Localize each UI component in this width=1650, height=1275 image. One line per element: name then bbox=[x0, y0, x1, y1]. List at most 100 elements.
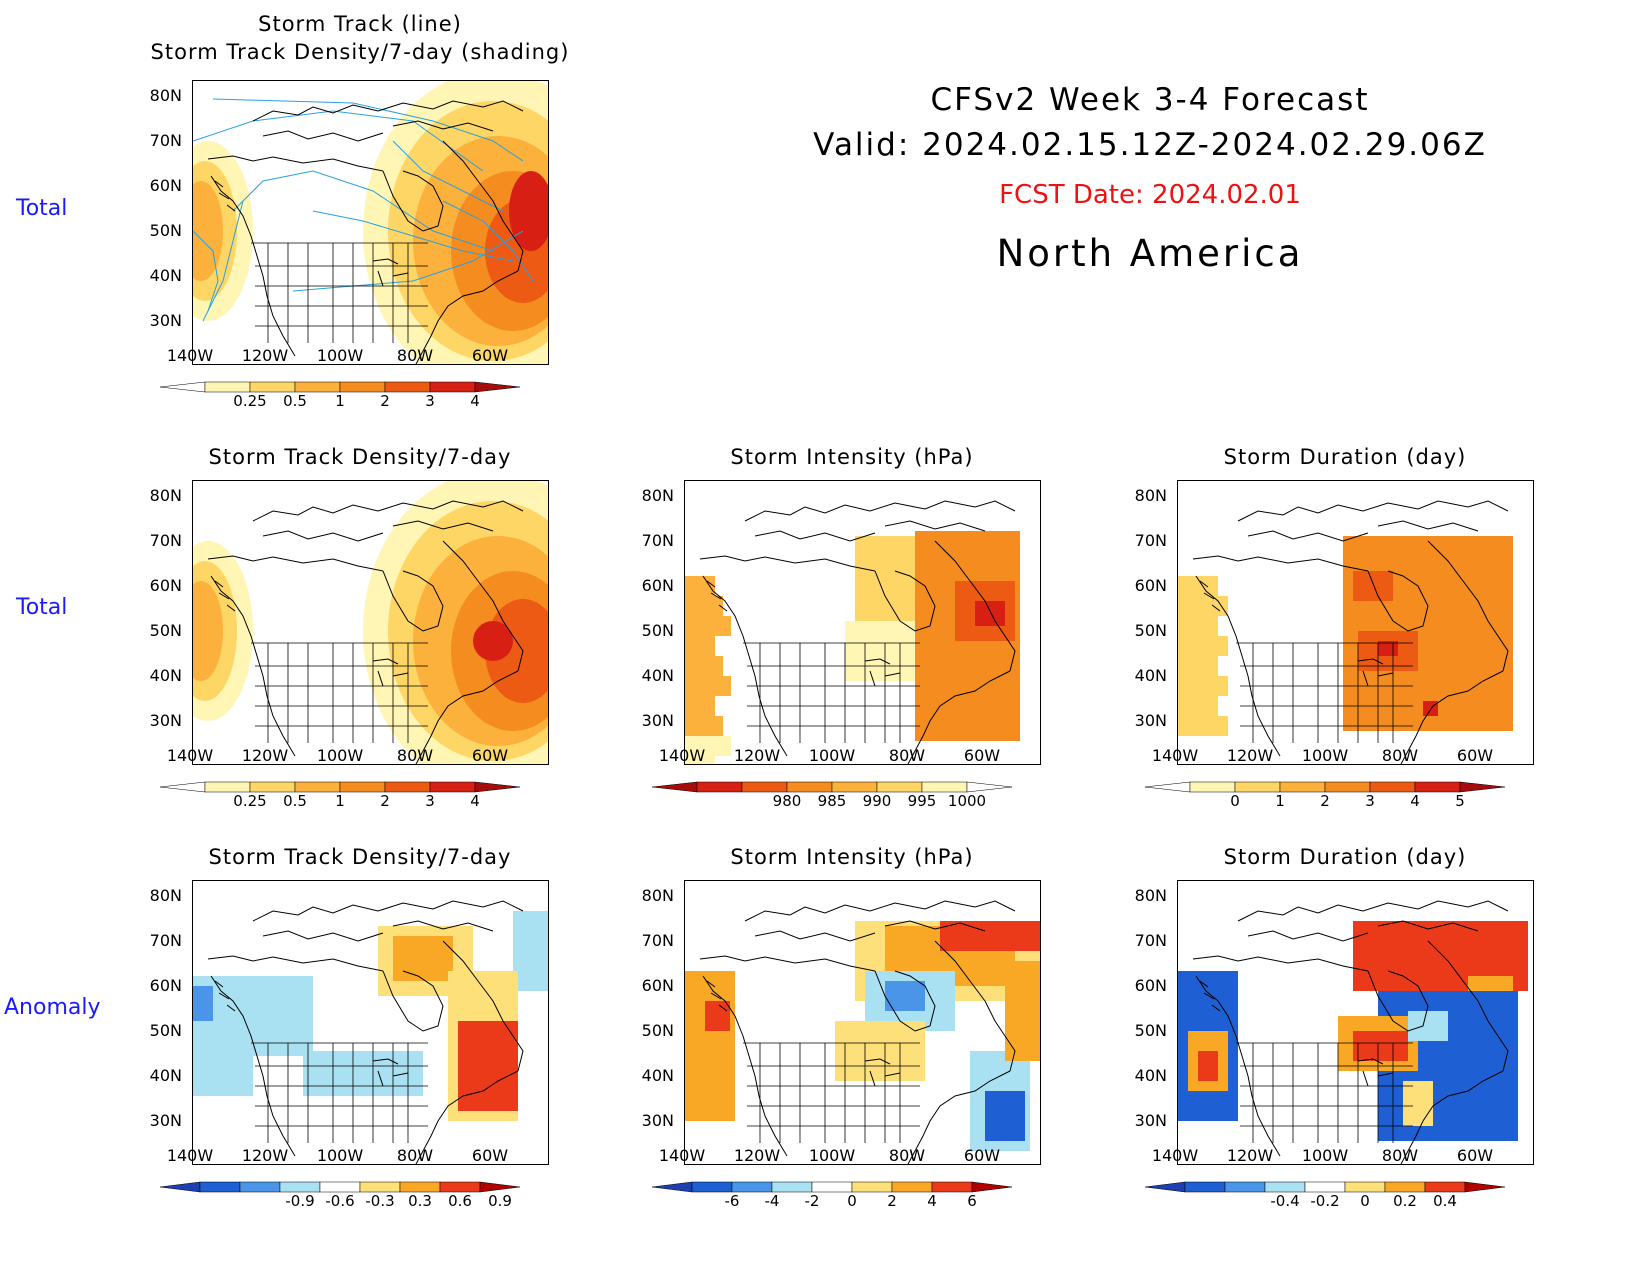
colorbar-swatch bbox=[652, 781, 698, 793]
map-frame bbox=[192, 480, 549, 765]
map-frame bbox=[192, 880, 549, 1165]
coast-segment bbox=[1195, 975, 1281, 1157]
coast-segment bbox=[702, 975, 788, 1157]
panel-title: Storm Track Density/7-day bbox=[208, 845, 512, 869]
colorbar-swatch bbox=[921, 781, 968, 793]
region-title: North America bbox=[996, 232, 1304, 275]
lat-tick-label: 60N bbox=[149, 976, 182, 995]
colorbar-tick-label: 2 bbox=[380, 792, 390, 810]
coast-segment bbox=[207, 955, 384, 972]
shading-cell bbox=[1353, 1031, 1408, 1061]
colorbar-swatch bbox=[1369, 781, 1416, 793]
coast-segment bbox=[1427, 540, 1509, 672]
colorbar-swatch bbox=[319, 1181, 361, 1193]
colorbar-tick-label: 0.5 bbox=[283, 792, 307, 810]
lat-tick-label: 70N bbox=[149, 531, 182, 550]
coast-segment bbox=[382, 570, 444, 632]
coast-segment bbox=[1247, 530, 1369, 542]
shading-cell bbox=[685, 656, 723, 676]
colorbar-tick-label: 0.6 bbox=[448, 1192, 472, 1210]
colorbar-tick-label: -4 bbox=[764, 1192, 780, 1210]
coast-segment bbox=[1237, 500, 1509, 522]
coast-segment bbox=[214, 180, 236, 212]
coast-segment bbox=[210, 975, 296, 1157]
colorbar-swatch bbox=[696, 781, 743, 793]
lat-tick-label: 30N bbox=[641, 711, 674, 730]
lat-tick-label: 40N bbox=[641, 1066, 674, 1085]
coastline bbox=[699, 500, 1016, 764]
colorbar-swatch bbox=[160, 781, 206, 793]
lon-tick-label: 60W bbox=[471, 746, 509, 765]
shading-cell bbox=[1005, 961, 1040, 1061]
coast-segment bbox=[210, 175, 296, 357]
shading-cell bbox=[1178, 576, 1218, 596]
map-canvas bbox=[685, 900, 1040, 1164]
lat-tick-label: 60N bbox=[1134, 976, 1167, 995]
main-title-line2: Valid: 2024.02.15.12Z-2024.02.29.06Z bbox=[813, 127, 1487, 163]
colorbar-swatch bbox=[786, 781, 833, 793]
panel-title: Storm Duration (day) bbox=[1223, 845, 1467, 869]
lon-tick-label: 100W bbox=[316, 746, 364, 765]
lon-tick-label: 120W bbox=[733, 746, 781, 765]
lon-tick-label: 140W bbox=[1151, 746, 1199, 765]
coast-segment bbox=[702, 575, 788, 757]
coast-segment bbox=[1427, 940, 1509, 1072]
panel-title: Storm Track Density/7-day bbox=[208, 445, 512, 469]
lat-tick-label: 80N bbox=[149, 486, 182, 505]
shading-cell bbox=[1178, 676, 1228, 696]
colorbar-swatch bbox=[741, 781, 788, 793]
shading-cell bbox=[1178, 696, 1218, 716]
coast-segment bbox=[372, 258, 409, 287]
colorbar-tick-label: 0 bbox=[1360, 1192, 1370, 1210]
coastline bbox=[1192, 500, 1509, 764]
shading-cell bbox=[940, 921, 1040, 951]
coast-segment bbox=[874, 570, 936, 632]
coast-segment bbox=[1199, 980, 1221, 1012]
coast-segment bbox=[382, 970, 444, 1032]
colorbar-tick-label: 1 bbox=[335, 392, 345, 410]
lat-tick-label: 80N bbox=[641, 486, 674, 505]
panel-title: Storm Track (line) bbox=[258, 12, 462, 36]
row-label-total-1: Total bbox=[16, 196, 68, 221]
coast-segment bbox=[884, 520, 986, 532]
lon-tick-label: 80W bbox=[396, 346, 434, 365]
shading-cell bbox=[1403, 1081, 1433, 1126]
colorbar bbox=[160, 1181, 521, 1193]
shading-cell bbox=[685, 636, 715, 656]
colorbar bbox=[160, 781, 521, 793]
coast-segment bbox=[754, 930, 876, 942]
shading-cell bbox=[1353, 571, 1393, 601]
lat-tick-label: 80N bbox=[1134, 886, 1167, 905]
colorbar-swatch bbox=[971, 1181, 1013, 1193]
colorbar-swatch bbox=[359, 1181, 401, 1193]
colorbar-swatch bbox=[249, 781, 296, 793]
coast-segment bbox=[207, 555, 384, 572]
colorbar-swatch bbox=[966, 781, 1013, 793]
lat-tick-label: 50N bbox=[641, 621, 674, 640]
state-borders bbox=[251, 642, 428, 743]
lat-tick-label: 80N bbox=[149, 886, 182, 905]
coast-segment bbox=[1192, 555, 1369, 572]
shading-cell bbox=[1178, 616, 1218, 636]
lat-tick-label: 40N bbox=[1134, 1066, 1167, 1085]
colorbar bbox=[652, 781, 1013, 793]
colorbar-tick-label: 985 bbox=[817, 792, 847, 810]
coast-segment bbox=[415, 670, 519, 764]
lon-tick-label: 140W bbox=[658, 746, 706, 765]
shading-cell bbox=[1178, 636, 1228, 656]
lon-tick-label: 140W bbox=[166, 1146, 214, 1165]
coast-segment bbox=[214, 980, 236, 1012]
shading-cell bbox=[1198, 1051, 1218, 1081]
coast-segment bbox=[1377, 520, 1479, 532]
lon-tick-label: 60W bbox=[1456, 1146, 1494, 1165]
colorbar-swatch bbox=[1344, 1181, 1386, 1193]
colorbar-swatch bbox=[1184, 1181, 1226, 1193]
lon-tick-label: 120W bbox=[241, 746, 289, 765]
lon-tick-label: 60W bbox=[1456, 746, 1494, 765]
lon-tick-label: 80W bbox=[1381, 1146, 1419, 1165]
colorbar-tick-label: 0 bbox=[1230, 792, 1240, 810]
colorbar-swatch bbox=[851, 1181, 893, 1193]
coast-segment bbox=[382, 170, 444, 232]
state-borders bbox=[251, 1042, 428, 1143]
lat-tick-label: 50N bbox=[1134, 621, 1167, 640]
